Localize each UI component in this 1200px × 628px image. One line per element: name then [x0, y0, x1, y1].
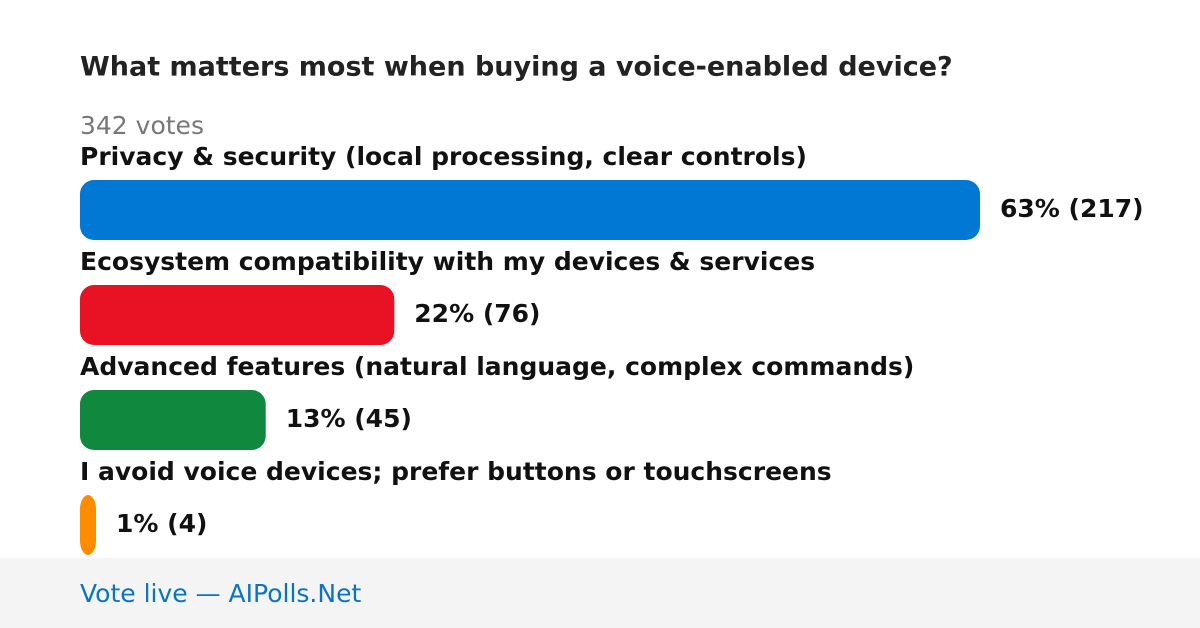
value-label: 63% (217) [1000, 194, 1144, 223]
value-label: 22% (76) [414, 299, 540, 328]
option-label: I avoid voice devices; prefer buttons or… [80, 457, 832, 486]
option-label: Ecosystem compatibility with my devices … [80, 247, 815, 276]
bar [80, 495, 96, 555]
vote-count: 342 votes [80, 111, 204, 140]
footer-link[interactable]: Vote live — AIPolls.Net [80, 579, 361, 608]
bar [80, 285, 395, 345]
poll-title: What matters most when buying a voice-en… [80, 52, 953, 83]
footer-band [0, 558, 1200, 628]
option-label: Privacy & security (local processing, cl… [80, 142, 807, 171]
option-label: Advanced features (natural language, com… [80, 352, 914, 381]
bar [80, 390, 266, 450]
value-label: 13% (45) [286, 404, 412, 433]
value-label: 1% (4) [116, 509, 207, 538]
bar [80, 180, 980, 240]
